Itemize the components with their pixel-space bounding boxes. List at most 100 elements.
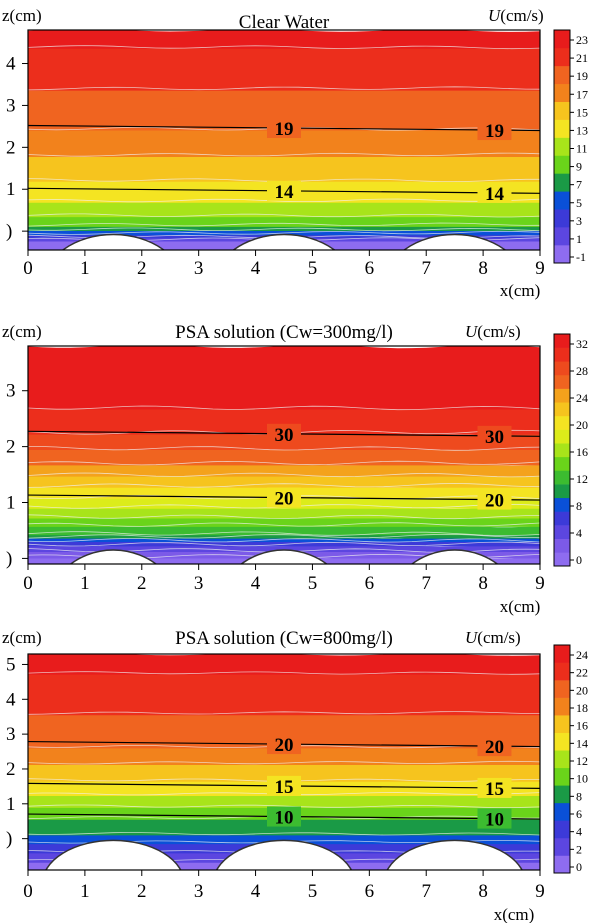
contour-line (28, 198, 540, 203)
colorbar-cell (554, 173, 570, 192)
colorbar-tick-label: 32 (576, 337, 588, 351)
colorbar-tick-label: 22 (576, 666, 588, 680)
contour-line (28, 446, 540, 451)
panel-title: PSA solution (Cw=800mg/l) (175, 628, 393, 649)
x-tick-label: 0 (23, 573, 33, 594)
x-tick-label: 1 (80, 573, 90, 594)
colorbar-frame (553, 29, 571, 264)
contour-line (28, 86, 540, 91)
colorbar-cell (554, 855, 570, 874)
colorbar-cell (554, 767, 570, 786)
contour-line (28, 213, 540, 218)
colorbar-tick-label: 18 (576, 701, 588, 715)
x-tick-label: 5 (308, 258, 318, 279)
x-tick-label: 1 (80, 881, 90, 902)
contour-label: 20 (275, 735, 294, 756)
y-tick-label: ) (6, 548, 12, 569)
colorbar-tick-label: 17 (576, 87, 588, 101)
colorbar-cell (554, 662, 570, 681)
contour-label-bg (267, 180, 301, 201)
bed-element (386, 839, 523, 870)
bed-element (402, 233, 507, 250)
colorbar-cell (554, 645, 570, 663)
colorbar-cell (554, 402, 570, 417)
x-tick-label: 3 (194, 258, 204, 279)
contour-band (28, 744, 540, 766)
colorbar-cell (554, 697, 570, 716)
contour-band (28, 44, 540, 91)
colorbar-cell (554, 750, 570, 769)
contour-label: 10 (485, 810, 504, 831)
colorbar-tick-label: 5 (576, 196, 582, 210)
contour-plot: 20 20 15 15 10 10 (28, 654, 540, 870)
x-tick-label: 8 (478, 573, 488, 594)
colorbar-cell (554, 65, 570, 85)
colorbar-tick-label: 9 (576, 160, 582, 174)
plot-frame (27, 29, 541, 251)
colorbar-cell (554, 374, 570, 389)
colorbar-tick-label: 8 (576, 789, 582, 803)
bed-element (45, 839, 182, 870)
xlabel: x(cm) (494, 905, 535, 923)
contour-line (28, 832, 540, 836)
contour-band (28, 405, 540, 435)
y-tick-label: 2 (6, 759, 16, 780)
colorbar-cell (554, 538, 570, 553)
x-tick-label: 0 (23, 258, 33, 279)
contour-band (28, 461, 540, 477)
contour-label: 15 (485, 779, 504, 800)
bed-element (61, 233, 166, 250)
plot-frame (27, 653, 541, 871)
colorbar-tick-label: 6 (576, 807, 582, 821)
contour-label-bg (477, 120, 512, 141)
x-tick-label: 8 (478, 881, 488, 902)
contour-band (28, 793, 540, 808)
contour-label-bg (477, 808, 512, 829)
xlabel: x(cm) (500, 597, 541, 616)
colorbar-cell (554, 525, 570, 540)
y-tick-label: 4 (6, 54, 16, 75)
contour-label-bg (477, 425, 512, 446)
contour-line (28, 230, 540, 235)
panel-title: Clear Water (239, 12, 330, 33)
contour-label-bg (477, 182, 512, 203)
colorbar-cell (554, 820, 570, 839)
y-tick-label: 1 (6, 493, 16, 514)
contour-line (28, 804, 540, 808)
contour-label: 15 (275, 777, 294, 798)
colorbar-cell (554, 245, 570, 264)
x-tick-label: 4 (251, 258, 261, 279)
y-tick-label: ) (6, 829, 12, 850)
contour-plot: 19 19 14 14 (28, 30, 540, 250)
y-tick-label: 3 (6, 381, 16, 402)
colorbar-tick-label: 20 (576, 683, 588, 697)
contour-band (28, 762, 540, 782)
unit-label: U(cm/s) (488, 6, 544, 25)
colorbar-cell (554, 361, 570, 376)
colorbar-cell (554, 511, 570, 526)
colorbar-cell (554, 119, 570, 138)
contour-band (28, 670, 540, 716)
contour-line (28, 405, 540, 411)
colorbar-tick-label: 28 (576, 364, 588, 378)
contour-label-bg (267, 423, 301, 444)
x-tick-label: 4 (251, 573, 261, 594)
colorbar-tick-label: 15 (576, 105, 588, 119)
x-tick-label: 7 (421, 573, 431, 594)
panel-psa-300: z(cm) PSA solution (Cw=300mg/l) U(cm/s) … (2, 322, 588, 616)
x-tick-label: 5 (308, 573, 318, 594)
x-tick-label: 3 (194, 573, 204, 594)
contour-line (28, 472, 540, 478)
contour-line (28, 711, 540, 715)
colorbar-cell (554, 837, 570, 856)
contour-band (28, 199, 540, 218)
contour-label-bg (267, 775, 301, 796)
contour-label: 30 (275, 425, 294, 446)
colorbar-tick-label: 0 (576, 860, 582, 874)
colorbar-tick-label: 7 (576, 178, 582, 192)
contour-line (28, 45, 540, 50)
colorbar-tick-label: 16 (576, 719, 588, 733)
contour-label-bg (477, 489, 512, 510)
contour-line (28, 460, 540, 466)
